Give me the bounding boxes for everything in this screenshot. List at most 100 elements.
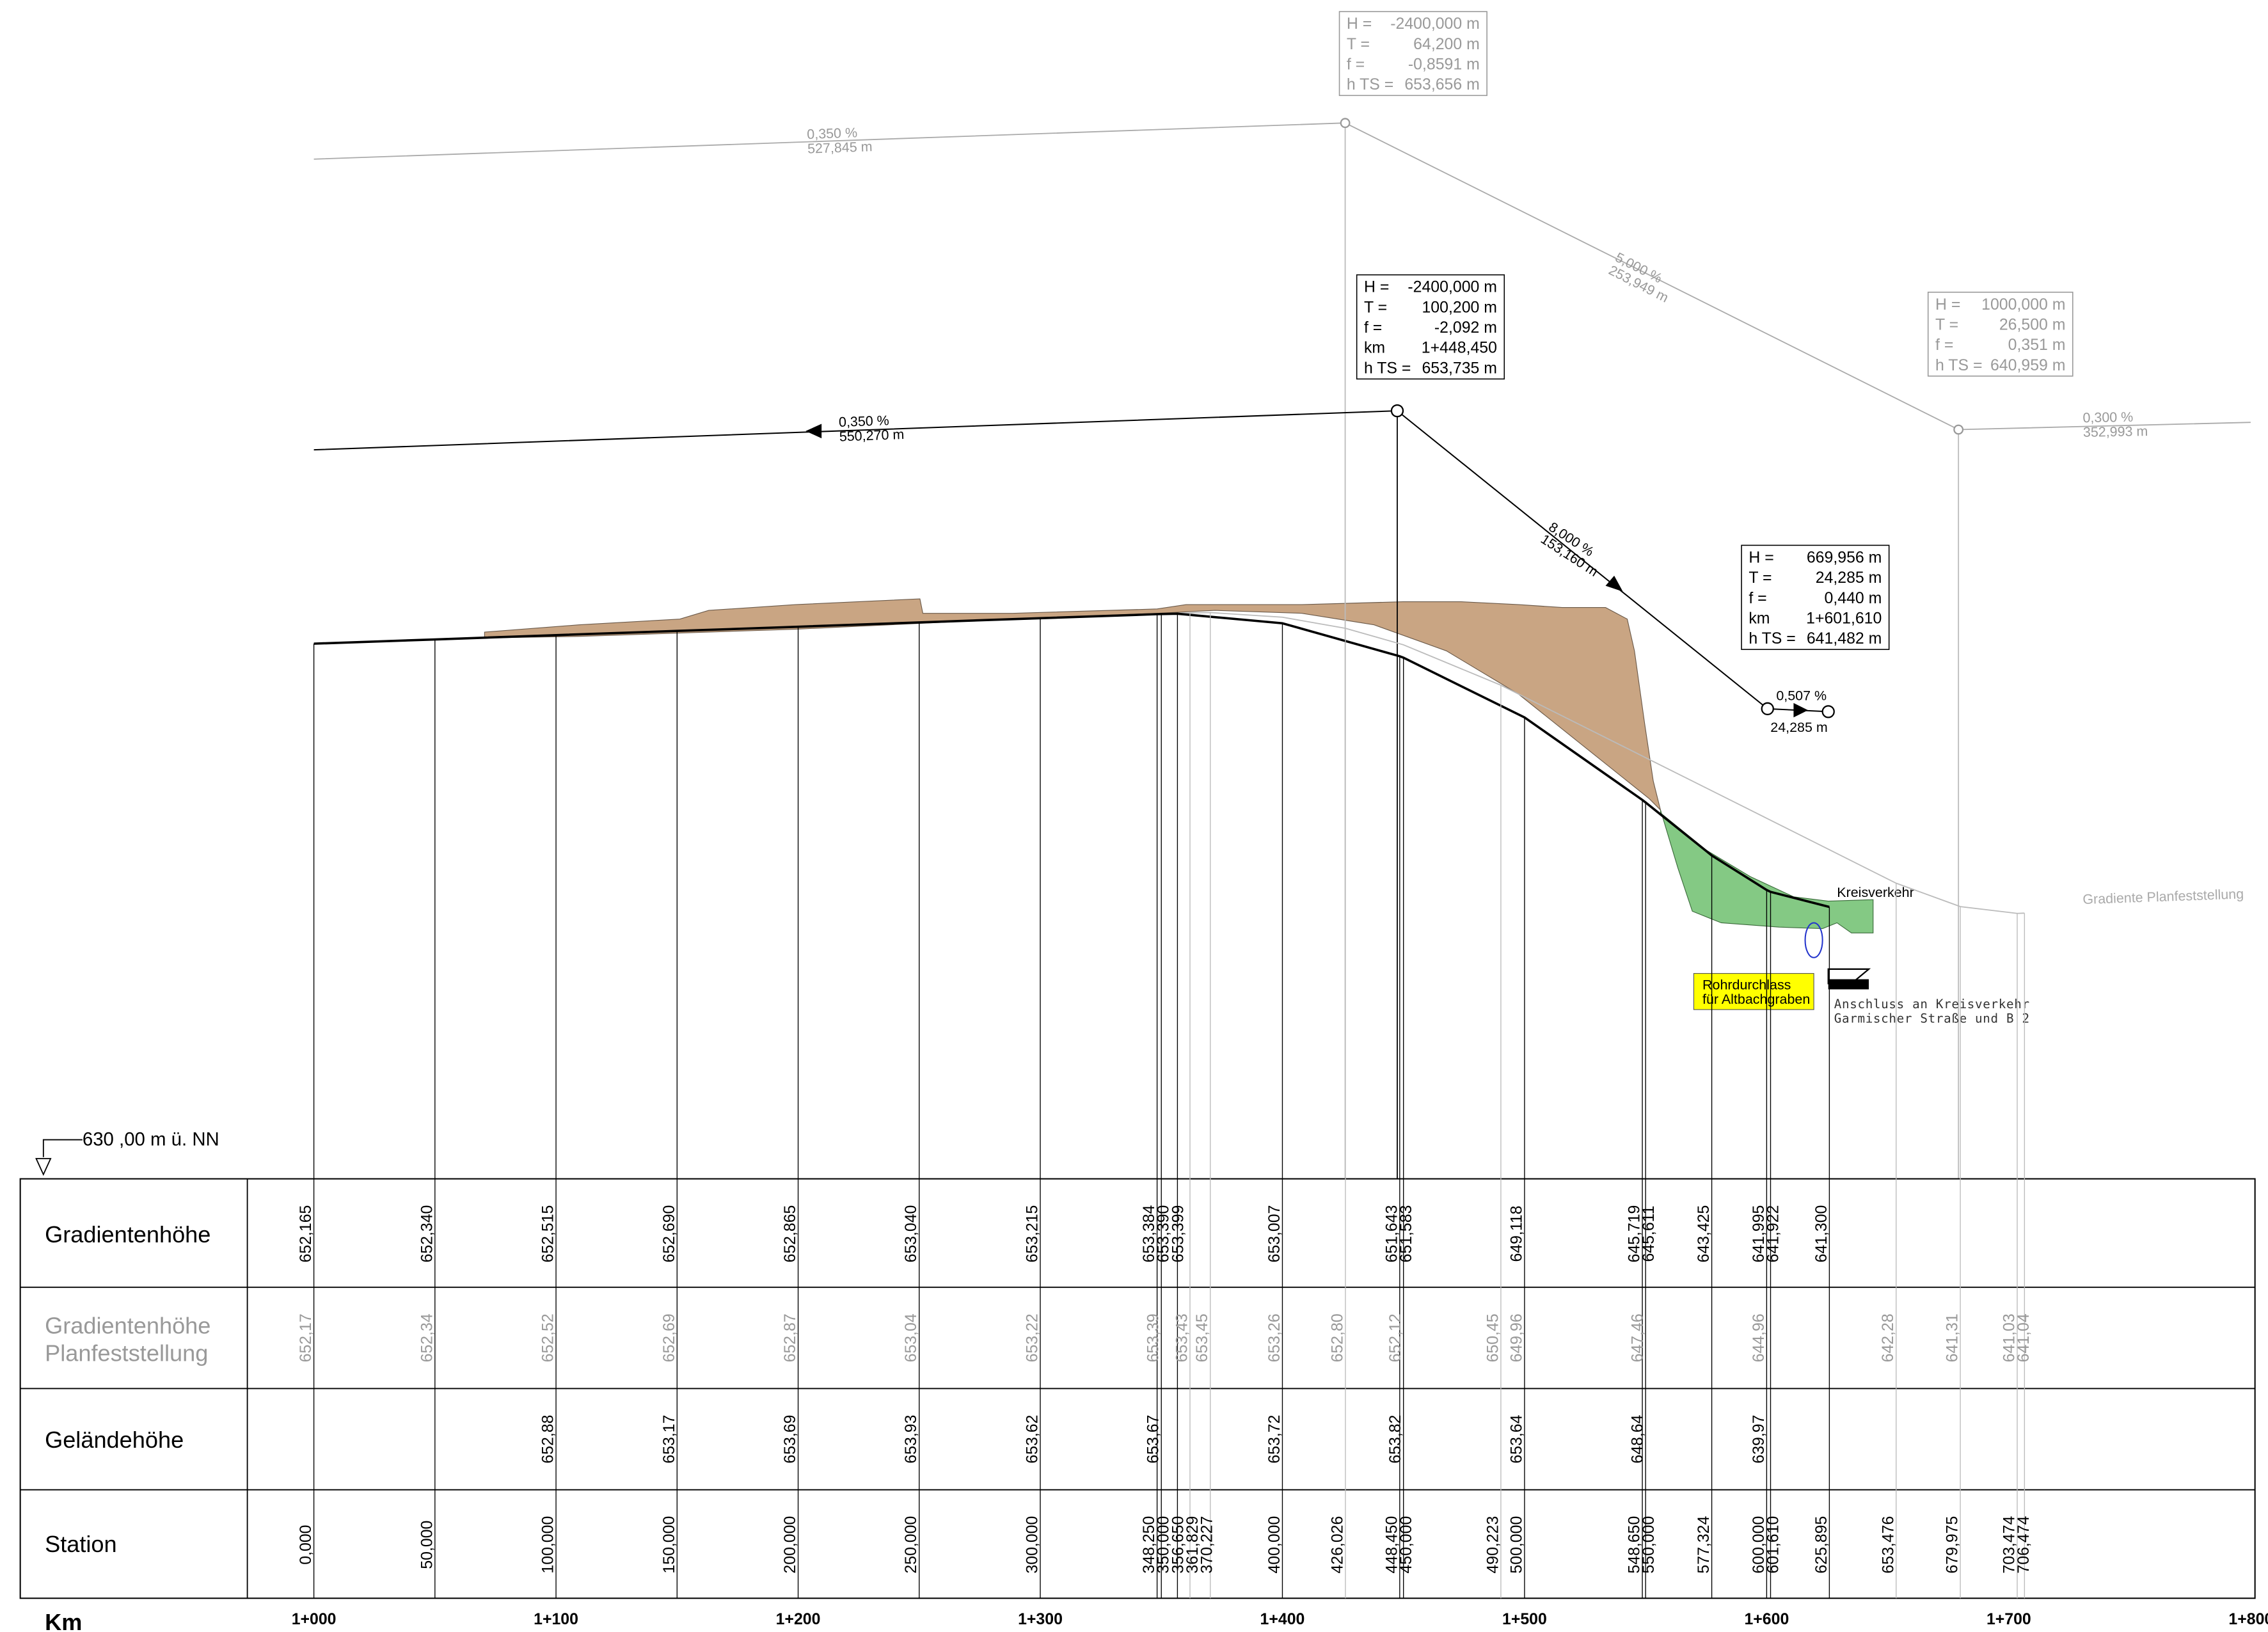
- datum-triangle: [35, 1158, 52, 1176]
- curve-param-label: H =: [1935, 296, 1960, 313]
- planned-value: 647,46: [1629, 1313, 1647, 1362]
- row-header: Gradientenhöhe: [45, 1313, 210, 1339]
- connection-bar: [1828, 979, 1869, 990]
- gradient-value: 645,719: [1626, 1205, 1644, 1263]
- station-value: 653,476: [1879, 1516, 1897, 1574]
- curve-param-value: 100,200 m: [1422, 298, 1496, 316]
- planned-value: 641,04: [2015, 1313, 2033, 1362]
- connection-label: Anschluss an Kreisverkehr: [1834, 997, 2030, 1011]
- curve-param-label: T =: [1749, 569, 1772, 587]
- curve-param-label: T =: [1935, 316, 1958, 334]
- station-value: 679,975: [1944, 1516, 1962, 1574]
- station-value: 426,026: [1328, 1516, 1346, 1574]
- row-header: Station: [45, 1531, 117, 1557]
- curve-param-value: -2400,000 m: [1408, 278, 1497, 296]
- gradient-value: 643,425: [1695, 1205, 1713, 1263]
- planned-value: 652,12: [1386, 1313, 1404, 1362]
- station-value: 300,000: [1023, 1516, 1041, 1574]
- connection-label: Garmischer Straße und B 2: [1834, 1011, 2030, 1026]
- planned-value: 652,52: [539, 1313, 557, 1362]
- curve-box: [1356, 274, 1505, 380]
- curve-box: [1927, 291, 2074, 377]
- ground-value: 653,93: [902, 1415, 920, 1464]
- station-value: 450,000: [1397, 1516, 1415, 1574]
- curve-param-label: f =: [1347, 56, 1365, 74]
- pi-marker: [1761, 702, 1774, 716]
- station-value: 601,610: [1764, 1516, 1782, 1574]
- gradient-value: 653,215: [1023, 1205, 1041, 1263]
- planned-value: 653,22: [1023, 1313, 1041, 1362]
- arrow: [1605, 575, 1623, 592]
- culvert-label: Rohrdurchlass: [1702, 977, 1791, 992]
- curve-param-value: -2,092 m: [1434, 319, 1497, 337]
- curve-box: [1741, 544, 1890, 650]
- station-value: 100,000: [539, 1516, 557, 1574]
- curve-param-label: H =: [1749, 549, 1773, 567]
- curve-param-value: 640,959 m: [1990, 356, 2065, 374]
- curve-param-label: h TS =: [1364, 359, 1411, 377]
- gradient-value: 653,390: [1155, 1205, 1173, 1263]
- planned-value: 652,69: [660, 1313, 678, 1362]
- planned-value: 641,03: [2000, 1313, 2018, 1362]
- roundabout-label: Kreisverkehr: [1837, 885, 1914, 900]
- curve-param-label: f =: [1364, 319, 1382, 337]
- station-value: 500,000: [1507, 1516, 1525, 1574]
- planned-value: 653,04: [902, 1313, 920, 1362]
- datum-label: 630 ,00 m ü. NN: [83, 1129, 219, 1150]
- length-label: 550,270 m: [839, 427, 904, 445]
- curve-param-label: H =: [1347, 15, 1372, 33]
- planned-pi: [1953, 424, 1964, 435]
- station-value: 625,895: [1812, 1516, 1830, 1574]
- slope-label: 0,350 %: [839, 413, 890, 430]
- ground-value: 639,97: [1750, 1415, 1768, 1464]
- curve-param-value: 1+448,450: [1422, 339, 1497, 357]
- km-label: 1+400: [1260, 1610, 1305, 1628]
- curve-param-label: km: [1364, 339, 1385, 357]
- gradient-value: 652,340: [418, 1205, 436, 1263]
- station-value: 548,650: [1626, 1516, 1644, 1574]
- planned-value: 653,26: [1265, 1313, 1283, 1362]
- planned-value: 649,96: [1507, 1313, 1525, 1362]
- curve-param-value: 1000,000 m: [1981, 296, 2065, 313]
- curve-param-value: 669,956 m: [1807, 549, 1882, 567]
- gradient-value: 641,300: [1812, 1205, 1830, 1263]
- curve-param-label: h TS =: [1749, 630, 1795, 647]
- arrow: [805, 424, 822, 439]
- km-label: 1+700: [1986, 1610, 2031, 1628]
- km-label: 1+800: [2228, 1610, 2268, 1628]
- planned-value: 652,87: [781, 1313, 799, 1362]
- ground-value: 652,88: [539, 1415, 557, 1464]
- curve-param-value: -2400,000 m: [1390, 15, 1480, 33]
- ground-value: 648,64: [1629, 1414, 1647, 1463]
- station-value: 370,227: [1198, 1516, 1216, 1574]
- station-value: 400,000: [1265, 1516, 1283, 1574]
- station-value: 361,829: [1184, 1516, 1201, 1574]
- planned-value: 641,31: [1944, 1313, 1962, 1362]
- gradient-value: 652,690: [660, 1205, 678, 1263]
- planned-value: 653,43: [1173, 1313, 1191, 1362]
- km-header: Km: [45, 1609, 82, 1632]
- planned-value: 652,17: [297, 1313, 315, 1362]
- culvert-label-box: [1693, 973, 1814, 1010]
- curve-param-value: 653,735 m: [1422, 359, 1496, 377]
- row-header: Geländehöhe: [45, 1427, 184, 1453]
- pi-marker: [1821, 705, 1835, 718]
- curve-param-label: f =: [1935, 336, 1953, 354]
- planned-value: 652,80: [1328, 1313, 1346, 1362]
- station-value: 348,250: [1140, 1516, 1158, 1574]
- curve-param-value: 641,482 m: [1807, 630, 1882, 647]
- curve-param-label: T =: [1364, 298, 1387, 316]
- ground-value: 653,17: [660, 1415, 678, 1464]
- ground-value: 653,64: [1507, 1414, 1525, 1463]
- gradient-value: 652,165: [297, 1205, 315, 1263]
- curve-param-label: T =: [1347, 35, 1370, 53]
- gradient-value: 641,922: [1764, 1205, 1782, 1263]
- culvert-label: für Altbachgraben: [1702, 992, 1810, 1007]
- planned-value: 650,45: [1484, 1313, 1502, 1362]
- curve-param-value: 0,440 m: [1825, 589, 1882, 607]
- ground-value: 653,82: [1386, 1415, 1404, 1464]
- curve-param-label: f =: [1749, 589, 1766, 607]
